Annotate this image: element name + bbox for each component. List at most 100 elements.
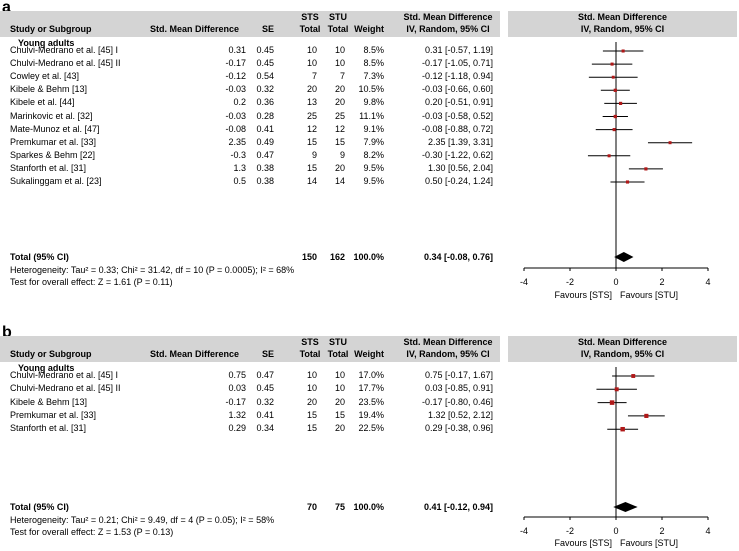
study-weight: 9.8% (363, 97, 384, 108)
study-smd: -0.17 (225, 58, 246, 69)
plot-header-band (508, 11, 737, 37)
study-smd: 1.32 (228, 409, 246, 420)
study-name: Kibele & Behm [13] (10, 396, 88, 407)
x-tick-label: -2 (566, 277, 574, 287)
study-se: 0.41 (256, 409, 274, 420)
study-weight: 7.9% (363, 136, 384, 147)
header-plot-method: IV, Random, 95% CI (580, 349, 665, 359)
study-stu-total: 15 (334, 409, 345, 420)
heterogeneity-text: Heterogeneity: Tau² = 0.33; Chi² = 31.42… (10, 265, 295, 275)
study-sts-total: 10 (306, 58, 317, 69)
point-estimate (614, 387, 619, 392)
heterogeneity-text: Heterogeneity: Tau² = 0.21; Chi² = 9.49,… (10, 515, 275, 525)
study-name: Stanforth et al. [31] (10, 423, 87, 434)
study-weight: 19.4% (358, 409, 384, 420)
study-ci: 0.31 [-0.57, 1.19] (424, 45, 493, 55)
study-stu-total: 10 (334, 45, 345, 55)
favours-right-label: Favours [STU] (620, 290, 678, 300)
panel-letter: a (2, 0, 11, 16)
study-smd: -0.08 (225, 123, 246, 134)
study-stu-total: 14 (334, 176, 345, 186)
study-weight: 7.3% (363, 71, 384, 82)
study-stu-total: 10 (334, 370, 345, 380)
study-smd: 0.31 (228, 45, 246, 55)
study-stu-total: 15 (334, 136, 345, 147)
study-stu-total: 20 (334, 97, 345, 108)
x-tick-label: 0 (613, 526, 618, 536)
point-estimate (625, 180, 630, 184)
point-estimate (620, 426, 625, 432)
study-weight: 8.2% (363, 149, 384, 160)
study-se: 0.47 (256, 370, 274, 380)
x-tick-label: 0 (613, 277, 618, 287)
study-weight: 9.1% (363, 123, 384, 134)
point-estimate (621, 49, 625, 53)
study-stu-total: 10 (334, 383, 345, 394)
study-se: 0.45 (256, 58, 274, 69)
total-sts: 150 (301, 252, 317, 262)
favours-left-label: Favours [STS] (554, 290, 612, 300)
point-estimate (631, 374, 636, 378)
study-smd: 0.75 (228, 370, 246, 380)
study-ci: -0.03 [-0.58, 0.52] (421, 110, 493, 121)
study-sts-total: 13 (306, 97, 317, 108)
header-plot: Std. Mean Difference (577, 12, 668, 22)
study-smd: -0.12 (225, 71, 246, 82)
study-stu-total: 20 (334, 162, 345, 173)
header-stu: STU (329, 12, 347, 22)
study-se: 0.49 (256, 136, 274, 147)
point-estimate (610, 62, 614, 66)
study-sts-total: 14 (306, 176, 317, 186)
forest-plot-panel-a: a Study or Subgroup Std. Mean Difference SE… (0, 0, 737, 300)
overall-effect-text: Test for overall effect: Z = 1.53 (P = 0… (10, 527, 174, 537)
panel-letter: b (2, 324, 12, 341)
x-tick-label: -2 (566, 526, 574, 536)
header-stu: STU (329, 337, 347, 347)
study-ci: -0.17 [-1.05, 0.71] (421, 58, 493, 69)
x-tick-label: 4 (705, 526, 710, 536)
study-name: Stanforth et al. [31] (10, 162, 87, 173)
study-weight: 10.5% (358, 84, 384, 95)
study-se: 0.28 (256, 110, 274, 121)
forest-plot-panel-b: b Study or Subgroup Std. Mean Difference SE… (0, 325, 739, 551)
study-se: 0.38 (256, 176, 274, 186)
study-weight: 17.0% (358, 370, 384, 380)
study-smd: 2.35 (228, 136, 246, 147)
study-stu-total: 20 (334, 396, 345, 407)
total-label: Total (95% CI) (10, 252, 69, 262)
study-sts-total: 12 (306, 123, 317, 134)
study-stu-total: 25 (334, 110, 345, 121)
study-name: Marinkovic et al. [32] (10, 110, 93, 121)
point-estimate (607, 154, 611, 158)
study-smd: 0.03 (228, 383, 246, 394)
study-sts-total: 7 (311, 71, 317, 82)
study-name: Chulvi-Medrano et al. [45] I (10, 45, 119, 55)
header-weight: Weight (354, 24, 384, 34)
study-smd: 0.5 (233, 176, 246, 186)
point-estimate (668, 141, 672, 145)
pooled-diamond (614, 252, 634, 262)
study-smd: -0.17 (225, 396, 246, 407)
study-ci: -0.03 [-0.66, 0.60] (421, 84, 493, 95)
header-smd: Std. Mean Difference (150, 24, 240, 34)
study-sts-total: 15 (306, 423, 317, 434)
header-ci-method: IV, Random, 95% CI (406, 24, 490, 34)
header-smd: Std. Mean Difference (150, 349, 240, 359)
total-ci: 0.41 [-0.12, 0.94] (423, 502, 493, 512)
subgroup-label: Young adults (18, 38, 75, 48)
study-name: Premkumar et al. [33] (10, 136, 97, 147)
total-stu: 162 (329, 252, 345, 262)
study-weight: 17.7% (358, 383, 384, 394)
forest-plot: -4 -2 0 2 4 Favours [STS] Favours [STU] (520, 367, 711, 548)
header-sts: STS (301, 337, 319, 347)
forest-plot: -4 -2 0 2 4 Favours [STS] Favours [STU] (520, 42, 711, 300)
x-tick-label: -4 (520, 526, 528, 536)
study-sts-total: 10 (306, 370, 317, 380)
study-ci: 1.32 [0.52, 2.12] (427, 409, 493, 420)
study-se: 0.32 (256, 84, 274, 95)
header-ci-method: IV, Random, 95% CI (406, 349, 490, 359)
study-sts-total: 10 (306, 383, 317, 394)
header-stu-total: Total (327, 24, 349, 34)
point-estimate (611, 75, 615, 79)
header-band (0, 11, 500, 37)
